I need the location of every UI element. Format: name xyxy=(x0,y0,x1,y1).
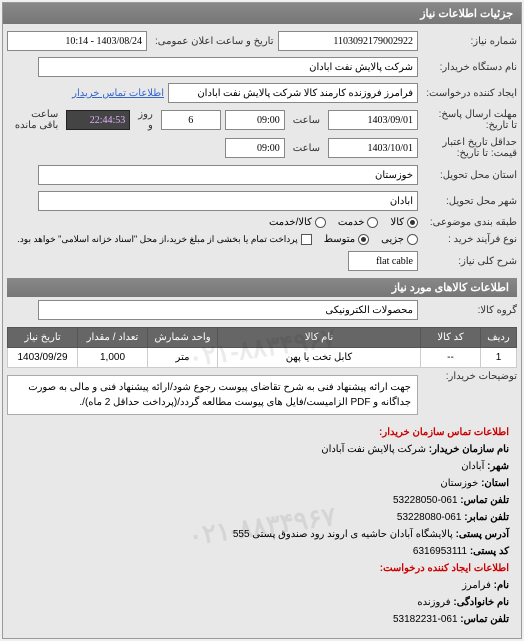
goods-group-input[interactable] xyxy=(38,300,418,320)
need-number-input[interactable] xyxy=(278,31,418,51)
contact-line: تلفن تماس: 061-53182231 xyxy=(15,611,509,628)
th-row: ردیف xyxy=(481,328,517,348)
province-label: استان محل تحویل: xyxy=(422,170,517,181)
remaining-label: ساعت باقی مانده xyxy=(7,109,62,131)
radio-icon xyxy=(367,217,378,228)
city-input[interactable] xyxy=(38,191,418,211)
checkbox-treasury[interactable]: پرداخت تمام یا بخشی از مبلغ خرید،از محل … xyxy=(17,234,311,245)
contact-line: نام سازمان خریدار: شرکت پالایش نفت آبادا… xyxy=(15,441,509,458)
row-creator: ایجاد کننده درخواست: اطلاعات تماس خریدار xyxy=(7,80,517,106)
time-label-2: ساعت xyxy=(289,143,324,154)
days-label: روز و xyxy=(134,109,157,131)
contact-line: تلفن تماس: 061-53228050 xyxy=(15,492,509,509)
category-radios: کالا خدمت کالا/خدمت xyxy=(269,217,418,228)
panel-body: شماره نیاز: تاریخ و ساعت اعلان عمومی: نا… xyxy=(3,24,521,638)
cell-unit: متر xyxy=(148,348,218,368)
time-label-1: ساعت xyxy=(289,115,324,126)
need-number-label: شماره نیاز: xyxy=(422,36,517,47)
cell-date: 1403/09/29 xyxy=(8,348,78,368)
radio-icon xyxy=(407,234,418,245)
contact-line: شهر: آبادان xyxy=(15,458,509,475)
panel-title: جزئیات اطلاعات نیاز xyxy=(3,3,521,24)
contact-line: آدرس پستی: پالایشگاه آبادان حاشیه ی ارون… xyxy=(15,526,509,543)
days-input[interactable] xyxy=(161,110,221,130)
creator-input[interactable] xyxy=(168,83,418,103)
province-input[interactable] xyxy=(38,165,418,185)
row-description: توضیحات خریدار: جهت ارائه پیشنهاد فنی به… xyxy=(7,368,517,418)
goods-section-header: اطلاعات کالاهای مورد نیاز xyxy=(7,278,517,297)
row-summary: شرح کلی نیاز: xyxy=(7,248,517,274)
remaining-time xyxy=(66,110,130,130)
contact-line: استان: خوزستان xyxy=(15,475,509,492)
summary-label: شرح کلی نیاز: xyxy=(422,256,517,267)
table-header-row: ردیف کد کالا نام کالا واحد شمارش تعداد /… xyxy=(8,328,517,348)
deadline-label: مهلت ارسال پاسخ:تا تاریخ: xyxy=(422,109,517,131)
contact-line: کد پستی: 6316953111 xyxy=(15,543,509,560)
description-text: جهت ارائه پیشنهاد فنی به شرح تقاضای پیوس… xyxy=(7,375,418,415)
creator-label: ایجاد کننده درخواست: xyxy=(422,88,517,99)
contact-section: اطلاعات تماس سازمان خریدار: نام سازمان خ… xyxy=(7,418,517,634)
row-province: استان محل تحویل: xyxy=(7,162,517,188)
radio-icon xyxy=(407,217,418,228)
radio-service[interactable]: خدمت xyxy=(338,217,379,228)
process-label: نوع فرآیند خرید : xyxy=(422,234,517,245)
city-label: شهر محل تحویل: xyxy=(422,196,517,207)
radio-medium[interactable]: متوسط xyxy=(324,234,369,245)
announce-input[interactable] xyxy=(7,31,147,51)
contact-line: تلفن نمابر: 061-53228080 xyxy=(15,509,509,526)
checkbox-icon xyxy=(301,234,312,245)
contact-line: نام: فرامرز xyxy=(15,577,509,594)
table-row[interactable]: 1 -- کابل تخت یا پهن متر 1,000 1403/09/2… xyxy=(8,348,517,368)
contact-line: نام خانوادگی: فروزنده xyxy=(15,594,509,611)
cell-name: کابل تخت یا پهن xyxy=(218,348,421,368)
org-label: نام دستگاه خریدار: xyxy=(422,62,517,73)
goods-table: ردیف کد کالا نام کالا واحد شمارش تعداد /… xyxy=(7,327,517,368)
description-label: توضیحات خریدار: xyxy=(422,371,517,382)
validity-label: حداقل تاریخ اعتبارقیمت: تا تاریخ: xyxy=(422,137,517,159)
validity-time-input[interactable] xyxy=(225,138,285,158)
th-unit: واحد شمارش xyxy=(148,328,218,348)
radio-goods[interactable]: کالا xyxy=(390,217,418,228)
th-date: تاریخ نیاز xyxy=(8,328,78,348)
deadline-date-input[interactable] xyxy=(328,110,418,130)
row-validity: حداقل تاریخ اعتبارقیمت: تا تاریخ: ساعت xyxy=(7,134,517,162)
row-goods-group: گروه کالا: xyxy=(7,297,517,323)
radio-icon xyxy=(358,234,369,245)
buyer-contact-header: اطلاعات تماس سازمان خریدار: xyxy=(15,424,509,441)
table-area: ردیف کد کالا نام کالا واحد شمارش تعداد /… xyxy=(7,327,517,368)
creator-contact-header: اطلاعات ایجاد کننده درخواست: xyxy=(15,560,509,577)
radio-both[interactable]: کالا/خدمت xyxy=(269,217,326,228)
radio-icon xyxy=(315,217,326,228)
category-label: طبقه بندی موضوعی: xyxy=(422,217,517,228)
th-code: کد کالا xyxy=(421,328,481,348)
row-deadline: مهلت ارسال پاسخ:تا تاریخ: ساعت روز و ساع… xyxy=(7,106,517,134)
th-qty: تعداد / مقدار xyxy=(78,328,148,348)
summary-input[interactable] xyxy=(348,251,418,271)
row-process: نوع فرآیند خرید : جزیی متوسط پرداخت تمام… xyxy=(7,231,517,248)
row-city: شهر محل تحویل: xyxy=(7,188,517,214)
row-category: طبقه بندی موضوعی: کالا خدمت کالا/خدمت xyxy=(7,214,517,231)
radio-small[interactable]: جزیی xyxy=(381,234,418,245)
org-input[interactable] xyxy=(38,57,418,77)
contact-buyer-link[interactable]: اطلاعات تماس خریدار xyxy=(72,88,164,99)
cell-row: 1 xyxy=(481,348,517,368)
deadline-time-input[interactable] xyxy=(225,110,285,130)
cell-code: -- xyxy=(421,348,481,368)
validity-date-input[interactable] xyxy=(328,138,418,158)
process-radios: جزیی متوسط پرداخت تمام یا بخشی از مبلغ خ… xyxy=(17,234,418,245)
row-need-number: شماره نیاز: تاریخ و ساعت اعلان عمومی: xyxy=(7,28,517,54)
announce-label: تاریخ و ساعت اعلان عمومی: xyxy=(151,36,278,47)
goods-group-label: گروه کالا: xyxy=(422,305,517,316)
row-org: نام دستگاه خریدار: xyxy=(7,54,517,80)
cell-qty: 1,000 xyxy=(78,348,148,368)
details-panel: جزئیات اطلاعات نیاز شماره نیاز: تاریخ و … xyxy=(2,2,522,639)
th-name: نام کالا xyxy=(218,328,421,348)
